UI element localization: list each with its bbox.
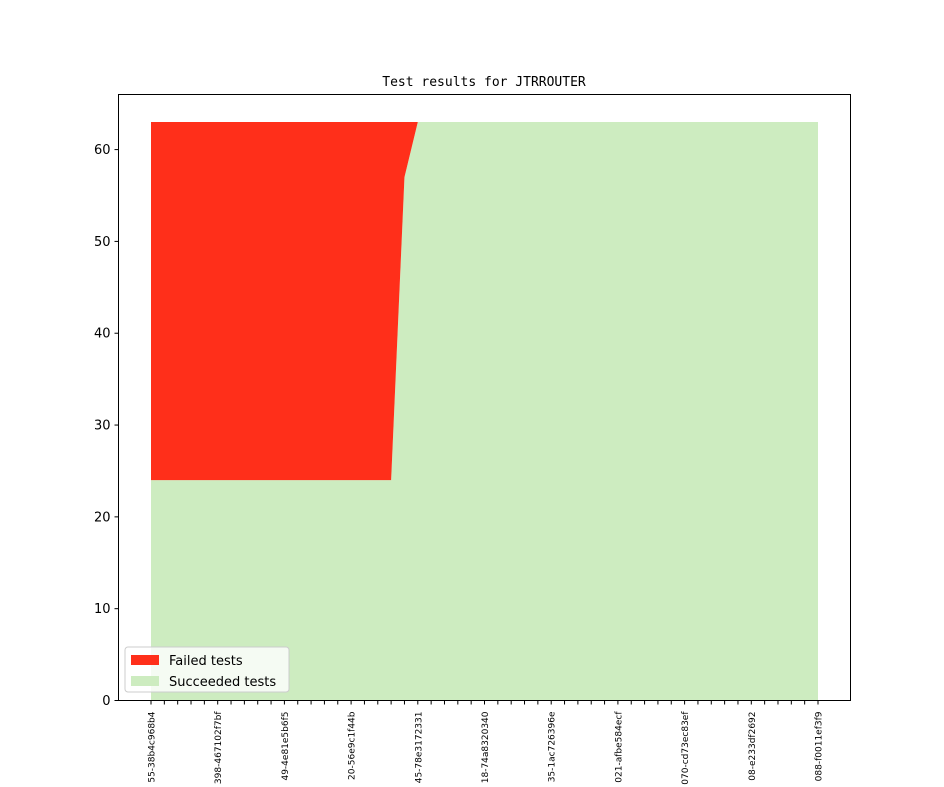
area-failed-tests bbox=[151, 122, 818, 481]
y-axis: 0 10 20 30 40 50 60 bbox=[94, 143, 119, 709]
y-tick-label: 20 bbox=[94, 510, 111, 525]
x-tick-label: 18-74a8320340 bbox=[481, 711, 491, 783]
area-succeeded-tests bbox=[151, 122, 818, 701]
x-tick-label: 398-467102f7bf bbox=[214, 711, 224, 784]
y-tick-label: 50 bbox=[94, 235, 111, 250]
x-tick-label: 45-78e3172331 bbox=[414, 712, 424, 784]
x-tick-label: 08-e233df2692 bbox=[748, 712, 758, 781]
x-tick-label: 35-1ac726396e bbox=[548, 711, 558, 782]
x-tick-label: 021-afbe584ecf bbox=[614, 711, 624, 783]
y-tick-label: 0 bbox=[102, 694, 110, 709]
x-tick-label: 55-38b4c968b4 bbox=[148, 711, 158, 782]
legend-swatch-succeeded-tests bbox=[131, 676, 159, 686]
legend-label-succeeded-tests: Succeeded tests bbox=[169, 675, 276, 690]
x-tick-label: 20-56e9c1f44b bbox=[348, 711, 358, 780]
x-tick-label: 070-cd73ec83ef bbox=[681, 711, 691, 785]
x-tick-label: 088-f0011ef3f9 bbox=[815, 711, 825, 781]
y-tick-label: 30 bbox=[94, 419, 111, 434]
legend-swatch-failed-tests bbox=[131, 655, 159, 665]
x-tick-label: 49-4e81e5b6f5 bbox=[281, 712, 291, 781]
area-layer bbox=[151, 122, 818, 701]
legend: Failed tests Succeeded tests bbox=[124, 646, 290, 693]
y-tick-label: 60 bbox=[94, 143, 111, 158]
y-tick-label: 10 bbox=[94, 602, 111, 617]
legend-box bbox=[124, 646, 290, 693]
legend-label-failed-tests: Failed tests bbox=[169, 654, 243, 669]
chart-title: Test results for JTRROUTER bbox=[382, 75, 586, 90]
y-tick-label: 40 bbox=[94, 327, 111, 342]
x-axis: 55-38b4c968b4 398-467102f7bf 49-4e81e5b6f5… bbox=[148, 700, 825, 785]
